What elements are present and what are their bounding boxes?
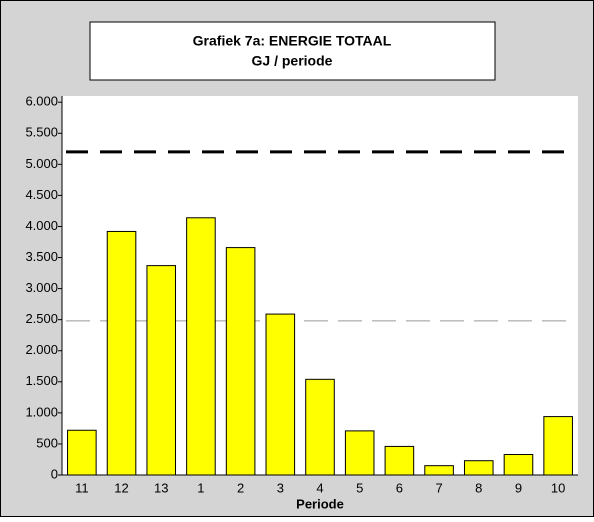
y-tick-label: 5.500 <box>25 125 58 140</box>
x-tick-label: 6 <box>396 480 403 495</box>
x-tick-label: 1 <box>197 480 204 495</box>
bar <box>503 453 534 476</box>
y-tick-label: 4.500 <box>25 187 58 202</box>
x-tick-label: 3 <box>277 480 284 495</box>
x-tick-label: 9 <box>515 480 522 495</box>
y-tick-label: 5.000 <box>25 156 58 171</box>
y-tick-label: 1.000 <box>25 404 58 419</box>
x-tick-label: 10 <box>551 480 565 495</box>
y-tick-label: 3.500 <box>25 249 58 264</box>
y-tick-label: 0 <box>51 466 58 481</box>
bar <box>265 313 296 476</box>
y-tick-label: 4.000 <box>25 218 58 233</box>
bar <box>106 230 137 476</box>
chart-title: Grafiek 7a: ENERGIE TOTAAL <box>193 33 392 49</box>
bar <box>344 430 375 476</box>
chart-subtitle: GJ / periode <box>252 53 333 69</box>
bar <box>67 429 97 476</box>
bar <box>186 217 216 476</box>
bar <box>424 465 454 476</box>
y-tick-label: 3.000 <box>25 280 58 295</box>
bar <box>146 265 177 476</box>
y-tick-label: 1.500 <box>25 373 58 388</box>
x-tick-label: 2 <box>237 480 244 495</box>
bar <box>305 378 335 476</box>
bar <box>543 416 573 476</box>
y-tick-label: 6.000 <box>25 94 58 109</box>
x-tick-label: 7 <box>435 480 442 495</box>
y-tick-label: 2.000 <box>25 342 58 357</box>
x-tick-label: 4 <box>316 480 323 495</box>
x-tick-label: 13 <box>154 480 168 495</box>
bar <box>384 445 415 476</box>
x-tick-label: 5 <box>356 480 363 495</box>
title-box <box>89 21 496 81</box>
x-axis-label: Periode <box>296 496 344 511</box>
x-tick-label: 11 <box>75 480 89 495</box>
y-tick-label: 500 <box>36 435 58 450</box>
y-tick-label: 2.500 <box>25 311 58 326</box>
bar <box>463 460 494 476</box>
x-tick-label: 12 <box>114 480 128 495</box>
x-tick-label: 8 <box>475 480 482 495</box>
bar <box>225 247 256 476</box>
